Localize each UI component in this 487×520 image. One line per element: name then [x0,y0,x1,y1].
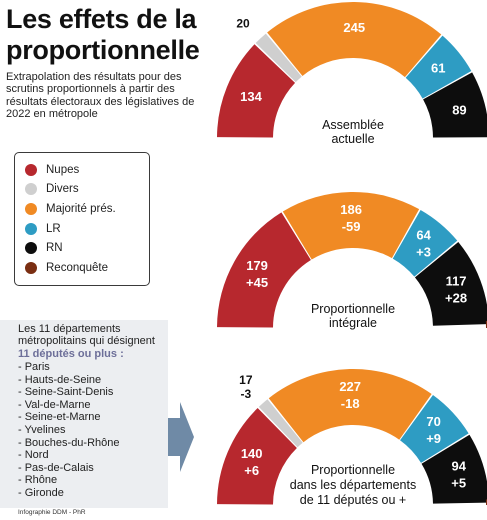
change-label-nupes: +45 [246,275,268,290]
slice-lr [392,209,458,277]
slice-majorite-pres [282,192,420,260]
arrow-right-icon [168,402,194,472]
legend-label: Reconquête [46,261,109,274]
departments-intro: Les 11 départements métropolitains qui d… [18,323,155,348]
value-label-nupes: 140 [241,446,263,461]
value-label-nupes: 134 [240,89,262,104]
department-item: - Paris [18,361,50,373]
chart-caption: dans les départements [290,478,416,492]
chart-caption: Proportionnelle [311,463,395,477]
value-label-lr: 70 [426,414,440,429]
legend-item-nupes: Nupes [25,160,149,180]
value-label-rn: 89 [452,102,466,117]
value-label-rn: 94 [451,459,466,474]
legend-item-reconquete: Reconquête [25,258,149,278]
chart-caption: actuelle [331,132,374,146]
value-label-majorite-pres: 227 [339,379,361,394]
slice-rn [421,434,487,504]
departments-highlight: 11 députés ou plus : [18,348,124,360]
change-label-divers: -3 [240,387,251,401]
legend-label: LR [46,222,61,235]
department-item: - Rhône [18,474,58,487]
page-title: Les effets de la proportionnelle [6,4,200,65]
value-label-lr: 64 [416,228,431,243]
legend-item-rn: RN [25,238,149,258]
divers-swatch [25,183,37,196]
subtitle: Extrapolation des résultats pour des scr… [6,71,195,121]
slice-majorite-pres [267,2,442,78]
department-item: - Seine-et-Marne [18,411,101,424]
departments-panel [0,320,168,508]
slice-rn [414,241,487,326]
slice-divers [258,399,303,448]
chart-caption: intégrale [329,316,377,330]
chart-caption: de 11 députés ou + [300,493,406,507]
nupes-swatch [25,163,37,176]
legend-label: Nupes [46,163,80,176]
slice-lr [405,35,472,99]
chart-caption: Proportionnelle [311,302,395,316]
change-label-lr: +9 [426,431,441,446]
legend-label: Divers [46,183,79,196]
value-label-majorite-pres: 245 [343,20,365,35]
change-label-lr: +3 [416,245,431,260]
change-label-rn: +5 [451,476,466,491]
departments-list: - Paris - Hauts-de-Seine - Seine-Saint-D… [18,361,120,500]
department-item: - Bouches-du-Rhône [18,436,120,449]
chart-caption: Assemblée [322,118,384,132]
credit: Infographie DDM - PhR [18,509,86,516]
department-item: - Yvelines [18,423,66,436]
legend: Nupes Divers Majorité prés. LR RN Reconq… [14,152,150,286]
legend-item-majorite: Majorité prés. [25,199,149,219]
department-item: - Nord [18,449,49,462]
legend-label: Majorité prés. [46,202,116,215]
slice-lr [400,394,469,463]
value-label-divers: 20 [236,17,250,31]
department-item: - Seine-Saint-Denis [18,386,114,399]
change-label-majorite-pres: -59 [342,219,361,234]
department-item: - Gironde [18,486,64,499]
lr-swatch [25,222,37,235]
legend-label: RN [46,242,63,255]
department-item: - Hauts-de-Seine [18,373,102,386]
slice-nupes [217,408,297,505]
value-label-nupes: 179 [246,258,268,273]
change-label-majorite-pres: -18 [341,396,360,411]
value-label-rn: 117 [446,274,467,289]
department-item: - Val-de-Marne [18,398,91,411]
department-item: - Pas-de-Calais [18,461,94,474]
slice-rn [423,72,487,138]
change-label-nupes: +6 [244,463,259,478]
value-label-lr: 61 [431,61,445,76]
legend-item-divers: Divers [25,180,149,200]
reconquete-swatch [25,261,37,274]
slice-majorite-pres [268,369,432,443]
value-label-majorite-pres: 186 [340,202,362,217]
legend-item-lr: LR [25,219,149,239]
slice-nupes [217,212,311,328]
majorite-swatch [25,202,37,215]
value-label-divers: 17 [239,373,253,387]
change-label-rn: +28 [445,291,467,306]
slice-divers [255,33,302,83]
rn-swatch [25,242,37,255]
slice-nupes [217,44,296,138]
